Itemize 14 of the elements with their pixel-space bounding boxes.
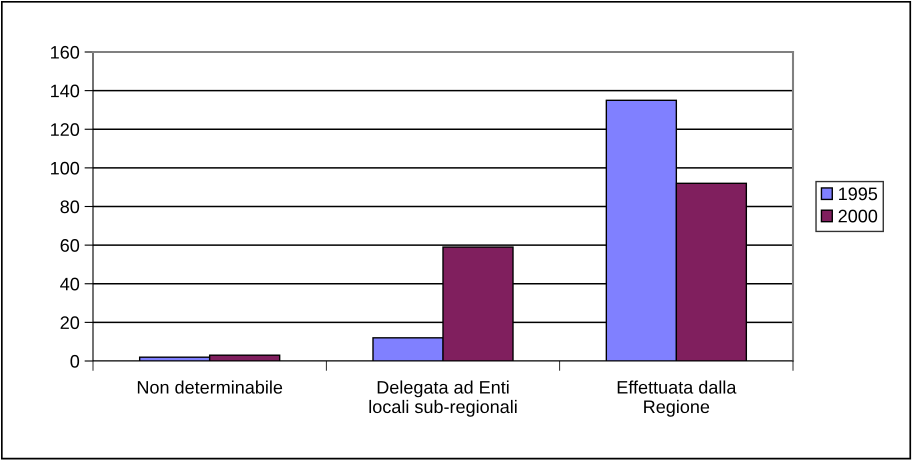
- y-tick-label: 40: [60, 278, 80, 290]
- y-tick-label: 80: [60, 200, 80, 214]
- legend-label: 2000: [838, 210, 878, 222]
- x-tick-label: Effettuata dalla Regione: [618, 380, 736, 417]
- y-tick-label: 140: [51, 84, 80, 98]
- legend-label: 1995: [839, 187, 878, 200]
- y-tick-label: 20: [60, 316, 80, 330]
- x-tick-label: Delegata ad Enti locali sub-regionali: [369, 380, 517, 417]
- y-tick-label: 100: [51, 162, 80, 175]
- y-tick-label: 120: [51, 123, 80, 136]
- y-tick-label: 60: [60, 239, 80, 252]
- y-tick-label: 0: [70, 354, 80, 368]
- y-tick-label: 160: [51, 46, 80, 59]
- x-tick-label: Non determinabile: [138, 380, 282, 394]
